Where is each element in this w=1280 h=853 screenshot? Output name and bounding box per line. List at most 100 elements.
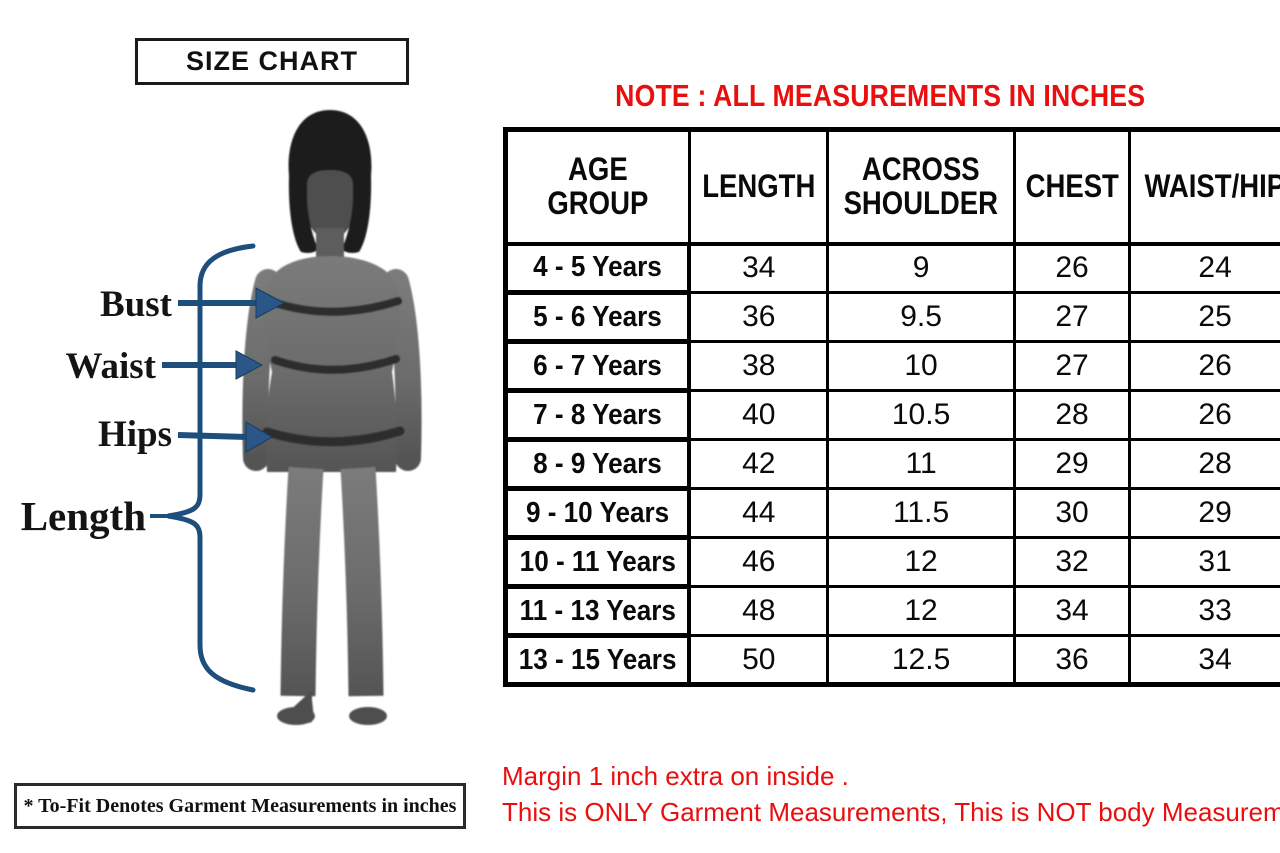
measurements-note: NOTE : ALL MEASUREMENTS IN INCHES [503, 78, 1257, 114]
waist-label: Waist [66, 346, 157, 387]
table-row: 13 - 15 Years 50 12.5 36 34 [504, 634, 1280, 687]
shoulder-cell: 11 [826, 438, 1016, 490]
size-chart-title: SIZE CHART [135, 38, 409, 85]
bust-arrow-icon [255, 287, 286, 319]
table-header-row: AGE GROUP LENGTH ACROSS SHOULDER CHEST W… [504, 128, 1280, 246]
garment-measurement-notes: Margin 1 inch extra on inside . This is … [502, 758, 1280, 830]
table-row: 10 - 11 Years 46 12 32 31 [504, 536, 1280, 589]
col-header-age-group: AGE GROUP [504, 128, 691, 246]
age-cell: 7 - 8 Years [504, 389, 692, 442]
bust-label: Bust [100, 284, 173, 325]
right-leg-shape [340, 466, 384, 697]
col-header-chest-label: CHEST [1025, 167, 1119, 204]
waist-hip-cell: 29 [1128, 487, 1280, 539]
hair-shape [288, 110, 372, 253]
col-header-length-label: LENGTH [701, 167, 816, 204]
col-header-chest: CHEST [1012, 128, 1132, 246]
shoulder-cell: 10 [826, 340, 1016, 392]
hips-label: Hips [98, 414, 172, 455]
length-cell: 44 [687, 487, 830, 539]
age-cell-label: 8 - 9 Years [533, 447, 662, 480]
shoulder-cell: 9.5 [826, 291, 1016, 343]
face-shape [303, 152, 357, 240]
tofit-footnote-box: * To-Fit Denotes Garment Measurements in… [14, 783, 466, 829]
size-table: AGE GROUP LENGTH ACROSS SHOULDER CHEST W… [503, 127, 1280, 687]
age-cell-label: 10 - 11 Years [519, 545, 676, 578]
chest-cell: 30 [1012, 487, 1132, 539]
chest-cell: 26 [1012, 242, 1132, 294]
table-row: 11 - 13 Years 48 12 34 33 [504, 585, 1280, 638]
age-cell-label: 13 - 15 Years [518, 643, 677, 676]
right-foot [349, 707, 387, 725]
length-cell: 34 [687, 242, 830, 294]
shoulder-cell: 12 [826, 536, 1016, 588]
garment-note-line: This is ONLY Garment Measurements, This … [502, 797, 1280, 827]
age-cell: 11 - 13 Years [504, 585, 692, 638]
length-cell: 36 [687, 291, 830, 343]
shoulder-cell: 9 [826, 242, 1016, 294]
length-cell: 42 [687, 438, 830, 490]
hips-arrow-shaft [177, 432, 248, 440]
table-row: 7 - 8 Years 40 10.5 28 26 [504, 389, 1280, 442]
waist-hip-cell: 31 [1128, 536, 1280, 588]
chest-cell: 27 [1012, 291, 1132, 343]
chest-cell: 32 [1012, 536, 1132, 588]
age-cell-label: 11 - 13 Years [519, 594, 676, 627]
length-cell: 48 [687, 585, 830, 637]
chest-cell: 36 [1012, 634, 1132, 686]
age-cell: 8 - 9 Years [504, 438, 692, 491]
col-header-across-shoulder-label: ACROSS SHOULDER [843, 151, 999, 221]
age-cell-label: 5 - 6 Years [533, 300, 662, 333]
body-measurement-diagram: Bust Waist Hips Length [21, 110, 422, 725]
col-header-length: LENGTH [687, 128, 830, 246]
waist-hip-cell: 28 [1128, 438, 1280, 490]
waist-hip-cell: 26 [1128, 340, 1280, 392]
col-header-across-shoulder: ACROSS SHOULDER [826, 128, 1016, 246]
length-cell: 40 [687, 389, 830, 441]
table-row: 5 - 6 Years 36 9.5 27 25 [504, 291, 1280, 344]
length-cell: 46 [687, 536, 830, 588]
age-cell: 4 - 5 Years [504, 242, 692, 295]
shoulder-cell: 10.5 [826, 389, 1016, 441]
shoulder-cell: 11.5 [826, 487, 1016, 539]
waist-hip-cell: 24 [1128, 242, 1280, 294]
age-cell-label: 9 - 10 Years [526, 496, 670, 529]
length-cell: 50 [687, 634, 830, 686]
age-cell: 9 - 10 Years [504, 487, 692, 540]
left-leg-shape [280, 466, 324, 697]
length-label: Length [21, 493, 147, 539]
table-row: 9 - 10 Years 44 11.5 30 29 [504, 487, 1280, 540]
waist-hip-cell: 26 [1128, 389, 1280, 441]
age-cell-label: 6 - 7 Years [533, 349, 662, 382]
age-cell-label: 7 - 8 Years [533, 398, 662, 431]
tofit-footnote-text: * To-Fit Denotes Garment Measurements in… [23, 794, 457, 817]
chest-cell: 27 [1012, 340, 1132, 392]
margin-note-line: Margin 1 inch extra on inside . [502, 761, 849, 791]
measure-arrows [150, 287, 286, 518]
age-cell: 10 - 11 Years [504, 536, 692, 589]
table-row: 6 - 7 Years 38 10 27 26 [504, 340, 1280, 393]
waist-hip-cell: 25 [1128, 291, 1280, 343]
table-row: 4 - 5 Years 34 9 26 24 [504, 242, 1280, 295]
age-cell: 5 - 6 Years [504, 291, 692, 344]
length-cell: 38 [687, 340, 830, 392]
waist-arrow-icon [235, 350, 264, 380]
chest-cell: 28 [1012, 389, 1132, 441]
waist-hip-cell: 33 [1128, 585, 1280, 637]
length-brace [167, 243, 256, 693]
waist-band [271, 355, 400, 374]
chest-cell: 34 [1012, 585, 1132, 637]
age-cell: 13 - 15 Years [504, 634, 692, 687]
measurements-note-text: NOTE : ALL MEASUREMENTS IN INCHES [614, 78, 1145, 113]
age-cell-label: 4 - 5 Years [533, 251, 662, 284]
age-cell: 6 - 7 Years [504, 340, 692, 393]
figure-silhouette [242, 110, 422, 725]
bust-band [268, 297, 402, 316]
hips-arrow-icon [245, 421, 274, 453]
col-header-waist-hip-label: WAIST/HIP [1144, 167, 1280, 204]
left-foot [277, 707, 315, 725]
size-chart-title-label: SIZE CHART [186, 46, 358, 76]
table-row: 8 - 9 Years 42 11 29 28 [504, 438, 1280, 491]
shoulder-cell: 12.5 [826, 634, 1016, 686]
